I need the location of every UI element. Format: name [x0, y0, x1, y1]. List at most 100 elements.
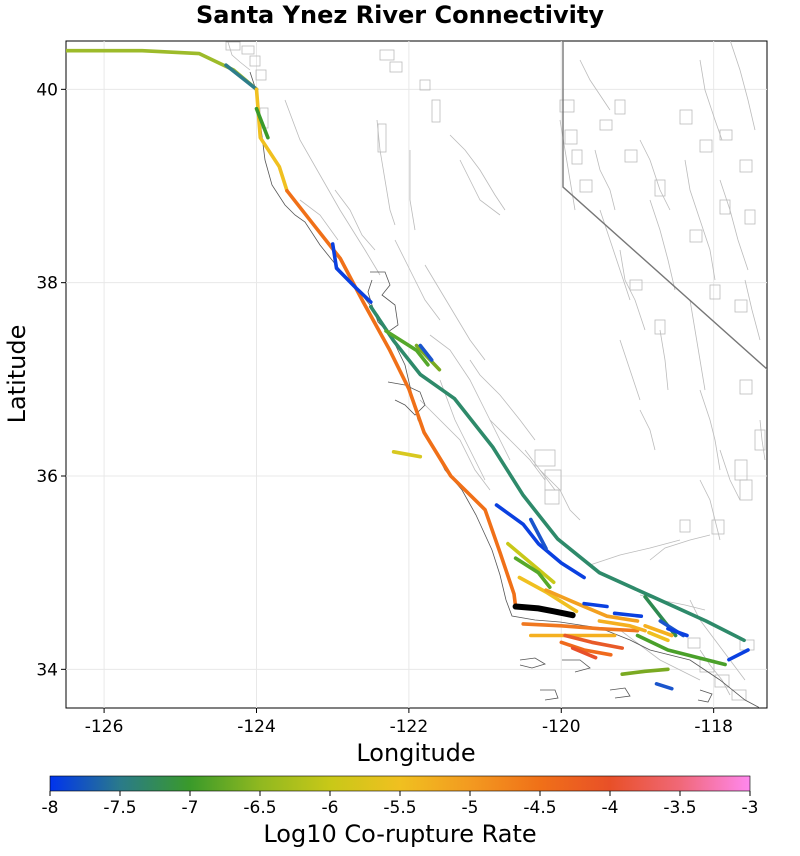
bg-fault-box — [534, 449, 556, 467]
y-axis-label: Latitude — [3, 325, 31, 424]
bg-fault-box — [571, 149, 583, 165]
x-tick-label: -118 — [694, 717, 733, 737]
bg-fault — [539, 469, 581, 521]
fault-section — [330, 242, 373, 304]
x-tick-label: -124 — [237, 717, 276, 737]
y-tick-label: 38 — [36, 274, 58, 294]
y-ticks: 34 36 38 40 — [36, 80, 66, 680]
bg-fault-box — [679, 109, 693, 125]
bg-fault — [699, 649, 731, 696]
colorbar-label: Log10 Co-rupture Rate — [263, 820, 536, 848]
bg-fault-box — [714, 674, 730, 688]
fault-section — [654, 681, 674, 691]
bg-fault-box — [544, 489, 560, 505]
fault-section — [494, 503, 586, 580]
island-outline — [540, 689, 559, 701]
x-tick-label: -120 — [542, 717, 581, 737]
bg-fault — [284, 99, 381, 276]
fault-section — [544, 588, 640, 623]
fault-section — [254, 106, 270, 140]
fault-section — [620, 667, 670, 677]
fault-section — [559, 640, 613, 657]
colorbar-tick-label: -4 — [602, 798, 619, 818]
bg-fault — [639, 139, 671, 211]
bg-fault — [469, 359, 536, 441]
colorbar-tick-label: -6.5 — [243, 798, 276, 818]
fault-section — [666, 626, 689, 638]
bg-fault-box — [599, 119, 613, 131]
island-outline — [562, 659, 591, 673]
bg-fault-box — [249, 55, 261, 67]
x-tick-label: -122 — [390, 717, 429, 737]
bg-fault-box — [225, 41, 241, 51]
bg-fault — [449, 134, 506, 211]
bg-fault-box — [377, 123, 387, 153]
bg-fault — [579, 59, 611, 111]
bg-fault — [409, 150, 416, 231]
bg-fault — [639, 409, 656, 451]
island-outline — [519, 657, 546, 669]
bg-fault — [649, 534, 711, 561]
fault-section — [528, 517, 548, 551]
bg-fault-box — [241, 45, 255, 55]
bg-fault — [759, 419, 766, 461]
fault-section — [384, 329, 430, 367]
colorbar-tick-label: -7.5 — [103, 798, 136, 818]
fault-section — [597, 619, 647, 633]
bg-fault — [659, 329, 669, 391]
bg-fault — [689, 299, 706, 391]
bg-fault — [699, 479, 721, 541]
y-tick-label: 36 — [36, 467, 58, 487]
colorbar-tick-label: -3.5 — [663, 798, 696, 818]
bg-fault — [589, 539, 681, 566]
colorbar-tick-label: -6 — [322, 798, 339, 818]
source-fault — [512, 603, 576, 619]
gridlines — [66, 41, 767, 708]
bg-fault-box — [739, 379, 753, 395]
bg-fault — [459, 159, 501, 216]
bg-fault-box — [624, 149, 638, 163]
colorbar-tick-label: -5.5 — [383, 798, 416, 818]
bg-fault — [424, 264, 486, 361]
bg-fault-box — [739, 159, 753, 173]
fault-section — [612, 611, 644, 619]
bg-fault — [376, 119, 396, 226]
bg-fault — [699, 389, 721, 471]
fault-section — [418, 343, 434, 362]
bg-fault-box — [389, 61, 403, 73]
island-outline — [609, 687, 631, 699]
state-border — [562, 41, 767, 371]
bg-fault-box — [629, 279, 643, 291]
colorbar-tick-label: -4.5 — [523, 798, 556, 818]
fault-section — [582, 601, 609, 609]
bg-fault — [619, 629, 701, 681]
bg-fault — [394, 239, 441, 321]
fault-section — [570, 646, 598, 660]
bg-fault-box — [419, 79, 431, 91]
fault-section — [727, 648, 750, 662]
bg-fault — [689, 599, 746, 681]
bg-fault — [619, 339, 641, 401]
bg-fault-box — [699, 139, 713, 153]
fault-section — [521, 622, 640, 633]
bg-fault — [684, 159, 716, 281]
source-fault-line — [512, 603, 576, 619]
bg-fault-box — [679, 519, 691, 533]
fault-section — [643, 623, 674, 638]
bg-fault — [729, 41, 756, 131]
bg-fault-box — [379, 49, 395, 61]
fault-section — [513, 556, 552, 590]
bg-fault-box — [731, 689, 747, 701]
chart-title: Santa Ynez River Connectivity — [196, 1, 604, 29]
fault-sections — [66, 48, 750, 691]
bg-fault — [719, 449, 741, 501]
fault-section — [647, 630, 670, 643]
bg-fault — [719, 179, 749, 271]
bg-fault — [429, 334, 511, 461]
bg-fault — [419, 399, 491, 491]
fault-section — [224, 63, 259, 92]
x-tick-label: -126 — [85, 717, 124, 737]
bg-fault-box — [719, 129, 733, 141]
bg-fault-box — [654, 319, 666, 335]
bg-fault-box — [744, 209, 756, 225]
